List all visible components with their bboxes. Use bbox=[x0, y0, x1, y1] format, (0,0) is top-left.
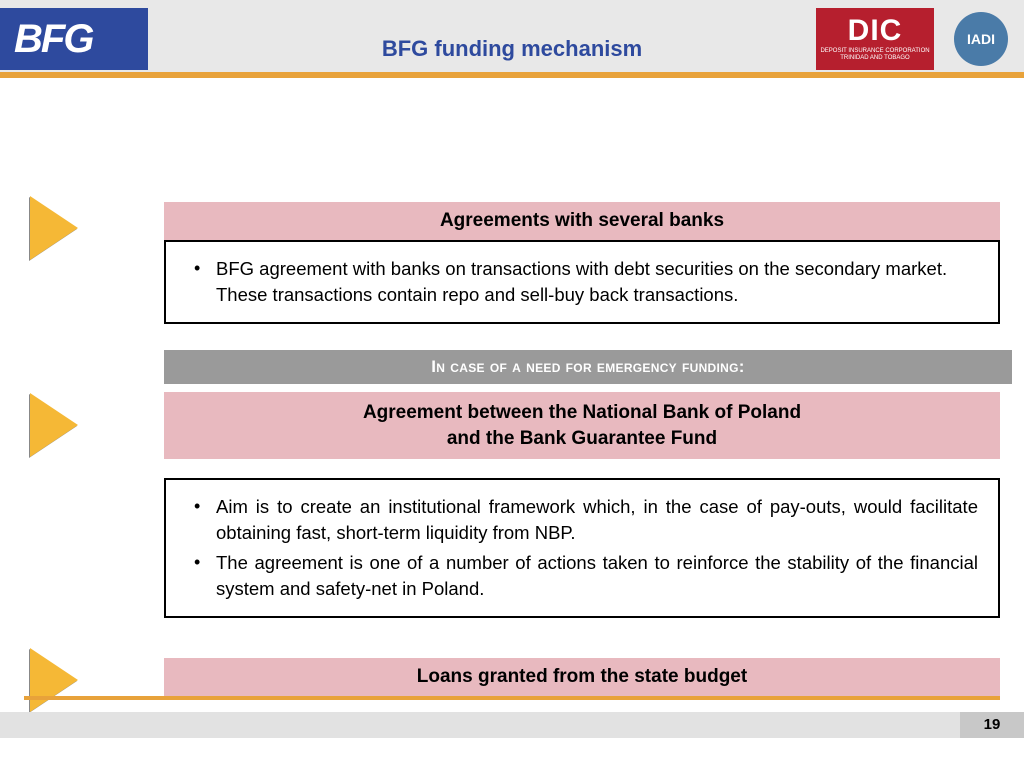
section3-heading: Loans granted from the state budget bbox=[164, 658, 1000, 696]
section2-heading: Agreement between the National Bank of P… bbox=[164, 392, 1000, 459]
page-number: 19 bbox=[960, 712, 1024, 738]
section2-heading-line1: Agreement between the National Bank of P… bbox=[363, 402, 801, 423]
section2-bullet: The agreement is one of a number of acti… bbox=[186, 550, 978, 602]
iadi-logo: IADI bbox=[954, 12, 1008, 66]
dic-logo: DIC DEPOSIT INSURANCE CORPORATION TRINID… bbox=[816, 8, 934, 70]
footer-divider bbox=[24, 696, 1000, 700]
emergency-heading: In case of a need for emergency funding: bbox=[164, 350, 1012, 384]
section1-heading: Agreements with several banks bbox=[164, 202, 1000, 240]
slide-header: BFG BFG funding mechanism DIC DEPOSIT IN… bbox=[0, 0, 1024, 78]
dic-logo-text: DIC bbox=[816, 14, 934, 48]
footer-bar bbox=[0, 712, 1024, 738]
section2-box: Aim is to create an institutional framew… bbox=[164, 478, 1000, 618]
section1-box: BFG agreement with banks on transactions… bbox=[164, 240, 1000, 324]
dic-logo-sub2: TRINIDAD AND TOBAGO bbox=[816, 55, 934, 62]
section1-bullet: BFG agreement with banks on transactions… bbox=[186, 256, 978, 308]
dic-logo-sub1: DEPOSIT INSURANCE CORPORATION bbox=[816, 48, 934, 55]
section2-heading-line2: and the Bank Guarantee Fund bbox=[447, 428, 717, 449]
section2-bullet: Aim is to create an institutional framew… bbox=[186, 494, 978, 546]
